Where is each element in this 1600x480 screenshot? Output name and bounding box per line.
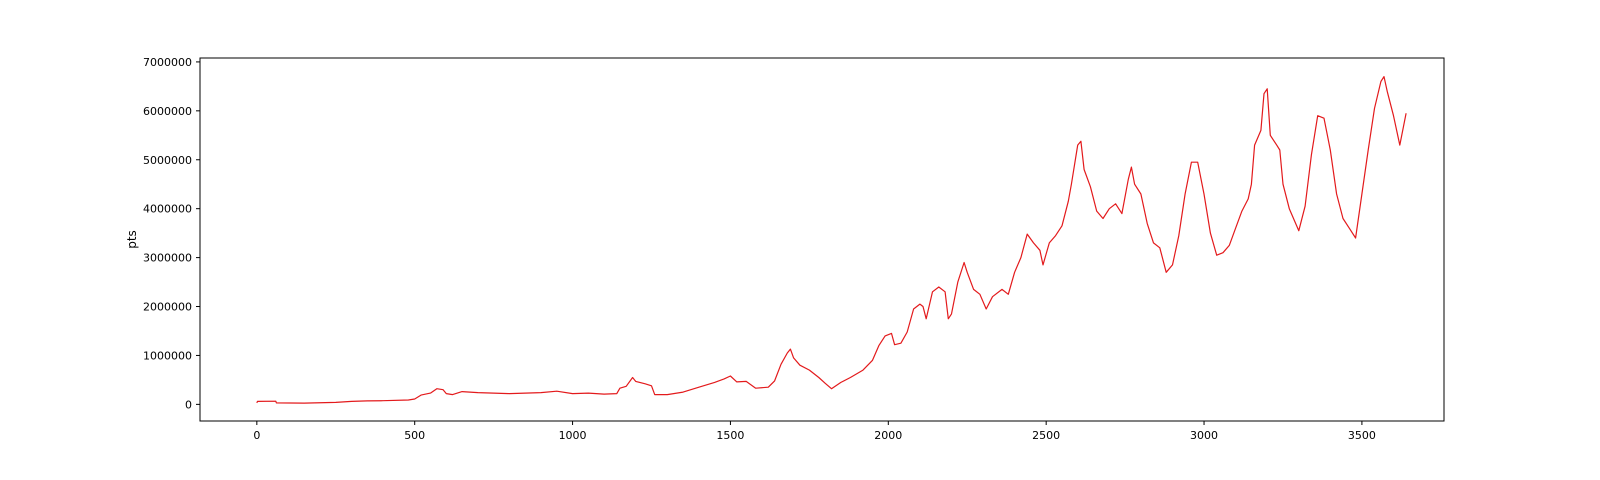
plot-area [256, 75, 1407, 404]
series-line-0 [256, 75, 1407, 404]
y-axis-label: pts [125, 230, 139, 249]
plot-frame [199, 57, 1445, 422]
x-tick-label: 0 [253, 429, 260, 442]
x-tick-label: 500 [404, 429, 425, 442]
y-tick-label: 7000000 [143, 56, 192, 69]
x-tick-label: 3500 [1348, 429, 1376, 442]
y-axis: 0 1000000 2000000 3000000 4000000 5000000 6000… [143, 56, 200, 411]
x-axis: 0 500 1000 1500 2000 2500 3000 3500 [253, 421, 1376, 442]
y-tick-label: 1000000 [143, 349, 192, 362]
x-tick-label: 2500 [1032, 429, 1060, 442]
y-tick-label: 6000000 [143, 105, 192, 118]
y-tick-label: 3000000 [143, 252, 192, 265]
y-tick-label: 0 [185, 398, 192, 411]
y-tick-label: 5000000 [143, 154, 192, 167]
x-tick-label: 1500 [716, 429, 744, 442]
x-tick-label: 3000 [1190, 429, 1218, 442]
x-tick-label: 1000 [559, 429, 587, 442]
x-tick-label: 2000 [874, 429, 902, 442]
y-tick-label: 2000000 [143, 301, 192, 314]
y-tick-label: 4000000 [143, 203, 192, 216]
